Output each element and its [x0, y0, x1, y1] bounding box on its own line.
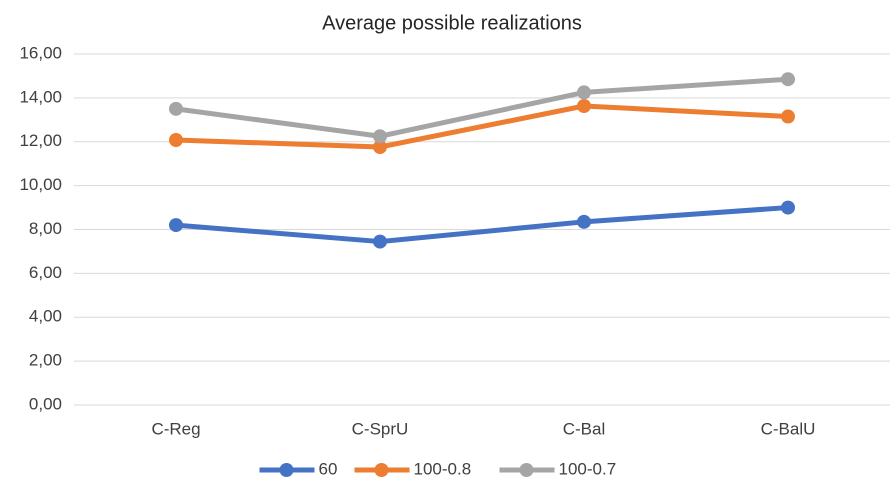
series-line: [175, 103, 789, 150]
x-tick-label: C-SprU: [352, 419, 409, 438]
data-point: [373, 140, 387, 155]
series-line: [175, 76, 789, 139]
data-point: [373, 234, 387, 249]
data-point: [577, 85, 591, 100]
y-tick-label: 14,00: [19, 87, 62, 106]
data-point: [577, 98, 591, 113]
legend-marker: [279, 463, 294, 477]
chart-title: Average possible realizations: [322, 12, 582, 34]
data-point: [169, 101, 183, 116]
legend-marker: [519, 463, 534, 477]
data-point: [169, 132, 183, 147]
y-tick-label: 12,00: [19, 131, 62, 150]
y-tick-label: 4,00: [29, 307, 62, 326]
legend-label: 100-0.8: [414, 459, 472, 478]
data-point: [781, 200, 795, 215]
x-tick-label: C-BalU: [761, 419, 816, 438]
y-tick-label: 2,00: [29, 351, 62, 370]
y-tick-label: 10,00: [19, 175, 62, 194]
y-tick-label: 8,00: [29, 219, 62, 238]
data-point: [781, 72, 795, 87]
y-tick-label: 16,00: [19, 43, 62, 62]
legend-label: 100-0.7: [559, 459, 617, 478]
data-point: [781, 109, 795, 124]
legend-marker: [374, 463, 389, 477]
legend-label: 60: [319, 459, 338, 478]
data-point: [577, 214, 591, 229]
x-tick-label: C-Reg: [151, 419, 200, 438]
series-line: [175, 205, 789, 245]
data-point: [169, 218, 183, 233]
y-tick-label: 0,00: [29, 394, 62, 413]
data-point: [373, 129, 387, 144]
x-tick-label: C-Bal: [563, 419, 606, 438]
y-tick-label: 6,00: [29, 263, 62, 282]
